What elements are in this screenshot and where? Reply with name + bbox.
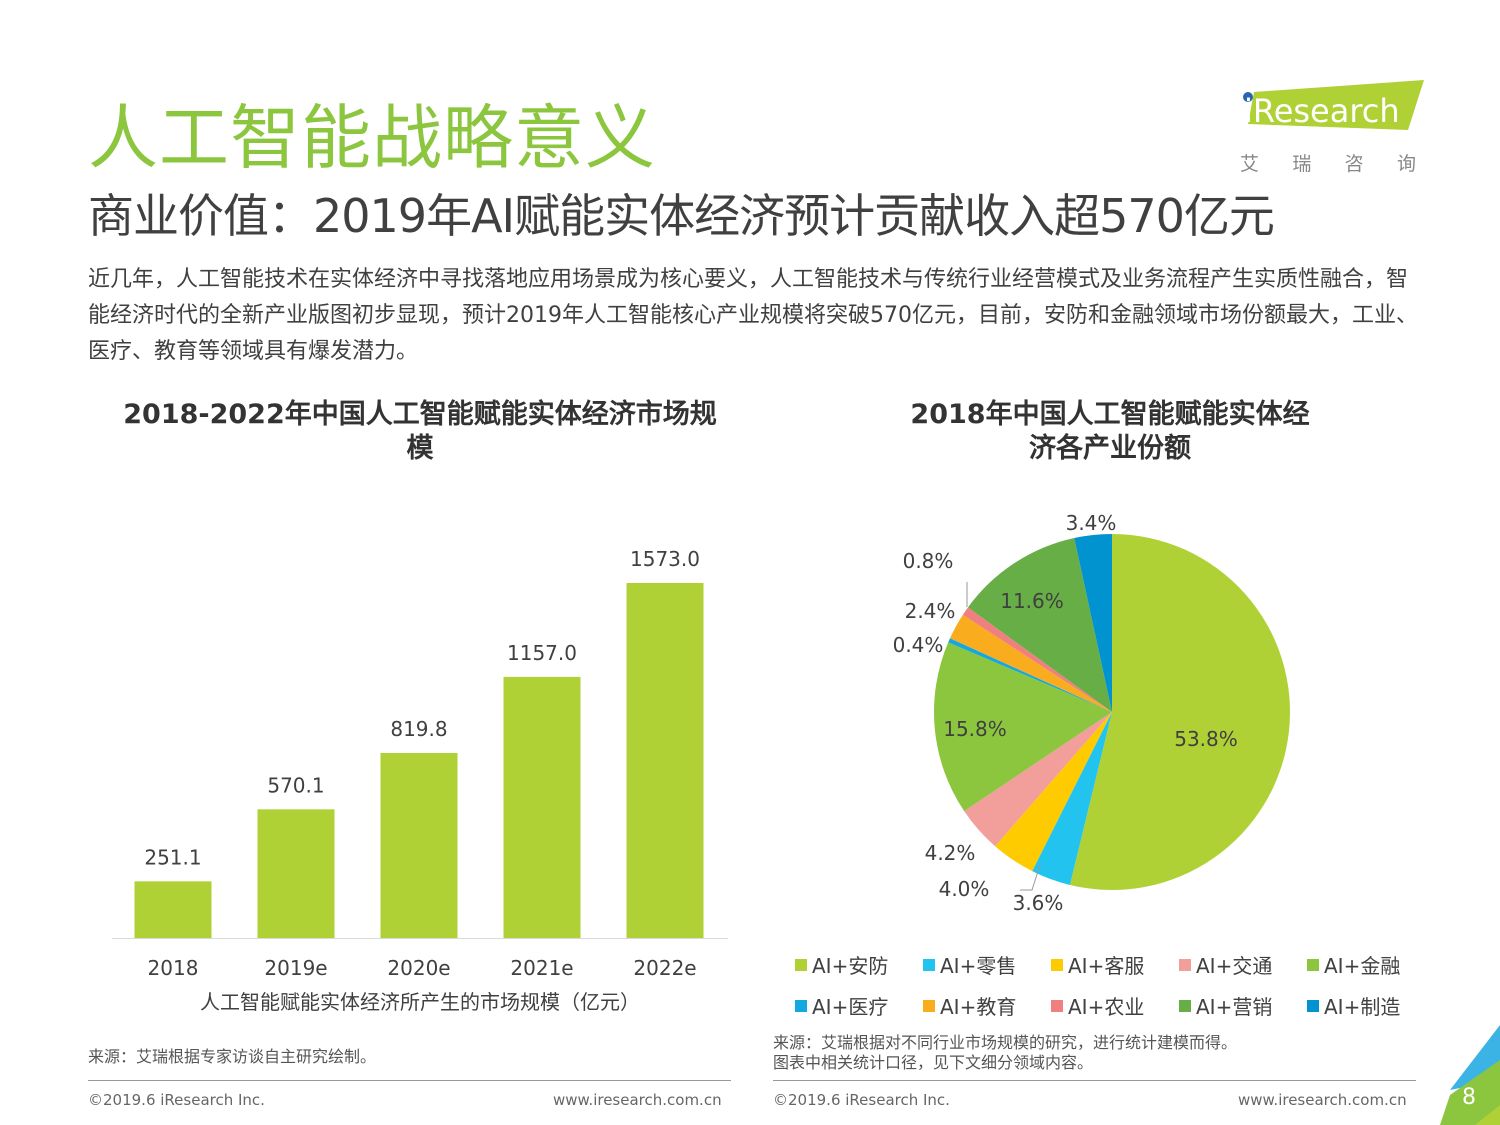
pie-slice-AI+客服 [995,712,1112,872]
footer-divider [88,1080,731,1081]
bar-source: 来源：艾瑞根据专家访谈自主研究绘制。 [88,1047,377,1066]
pie-data-label: 53.8% [1174,727,1238,751]
pie-data-label: 15.8% [943,717,1007,741]
pie-slice-AI+营销 [967,538,1112,712]
legend-item: AI+教育 [923,991,1051,1020]
logo-banner: iResearch [1243,80,1424,130]
bar-2019e [257,809,335,938]
bar-chart-title: 2018-2022年中国人工智能赋能实体经济市场规模 [123,399,717,464]
pie-data-label: 2.4% [905,599,956,623]
legend-label: AI+营销 [1196,995,1273,1019]
legend-label: AI+教育 [940,995,1017,1019]
bar-2022e [626,583,704,938]
pie-data-label: 3.6% [1013,891,1064,915]
page-title: 人工智能战略意义 [88,97,656,179]
legend-item: AI+制造 [1307,991,1435,1020]
bar-chart: 251.1 2018 570.1 2019e 819.8 2020e 1157.0 2021e… [112,547,728,980]
legend-swatch [1307,999,1319,1012]
x-tick-label: 2018 [148,956,199,980]
footer-divider [773,1080,1416,1081]
logo-char: 瑞 [1292,153,1312,175]
logo-char: 询 [1396,153,1416,175]
legend-item: AI+客服 [1051,950,1179,979]
legend-item: AI+营销 [1179,991,1307,1020]
x-tick-label: 2019e [264,956,327,980]
pie-source: 来源：艾瑞根据对不同行业市场规模的研究，进行统计建模而得。 图表中相关统计口径，… [773,1033,1237,1073]
pie-source-line: 图表中相关统计口径，见下文细分领域内容。 [773,1053,1094,1072]
pie-legend: AI+安防 AI+零售 AI+客服 AI+交通 AI+金融 AI+医疗 AI+教育 AI+农业… [795,950,1435,1020]
legend-item: AI+安防 [795,950,923,979]
pie-slice-AI+金融 [934,642,1112,812]
legend-swatch [1179,999,1191,1012]
bar-2018 [134,881,212,938]
pie-data-label: 3.4% [1066,511,1117,535]
pie-data-label: 4.2% [925,841,976,865]
bar-value-label: 1573.0 [630,547,700,571]
legend-swatch [795,958,807,971]
pie-data-label: 0.4% [893,633,944,657]
legend-swatch [1179,958,1191,971]
legend-item: AI+金融 [1307,950,1435,979]
logo-text: iResearch [1244,92,1400,130]
x-tick-label: 2022e [633,956,696,980]
x-tick-label: 2021e [510,956,573,980]
legend-label: AI+农业 [1068,995,1145,1019]
pie-data-label: 4.0% [939,877,990,901]
logo-cn: 艾 瑞 咨 询 [1240,149,1416,176]
legend-item: AI+医疗 [795,991,923,1020]
legend-label: AI+制造 [1324,995,1401,1019]
pie-chart-title: 2018年中国人工智能赋能实体经济各产业份额 [910,399,1310,464]
footer-url: www.iresearch.com.cn [1238,1091,1407,1109]
pie-slice-AI+教育 [950,614,1112,712]
pie-slice-AI+制造 [1074,534,1112,712]
pie-data-label: 11.6% [1000,589,1064,613]
logo-char: 咨 [1344,153,1364,175]
pie-slice-AI+安防 [1069,534,1291,890]
legend-label: AI+零售 [940,954,1017,978]
legend-label: AI+医疗 [812,995,889,1019]
page-number: 8 [1462,1085,1476,1110]
pie-slice-AI+零售 [1032,712,1112,885]
x-tick-label: 2020e [387,956,450,980]
intro-paragraph: 近几年，人工智能技术在实体经济中寻找落地应用场景成为核心要义，人工智能技术与传统… [88,267,1418,364]
legend-label: AI+安防 [812,954,889,978]
bar-2021e [503,676,581,938]
pie-slice-AI+交通 [964,712,1112,847]
bar-xlabel: 人工智能赋能实体经济所产生的市场规模（亿元） [200,990,640,1014]
pie-slice-AI+农业 [962,607,1112,712]
footer-copyright: ©2019.6 iResearch Inc. [773,1091,950,1109]
legend-swatch [1307,958,1319,971]
iresearch-logo: iResearch 艾 瑞 咨 询 [1240,80,1430,175]
legend-swatch [795,999,807,1012]
pie-data-label: 0.8% [903,549,954,573]
footer-copyright: ©2019.6 iResearch Inc. [88,1091,265,1109]
logo-char: 艾 [1240,153,1260,175]
bar-value-label: 251.1 [144,845,201,869]
bar-2020e [380,752,458,938]
legend-label: AI+交通 [1196,954,1273,978]
legend-swatch [1051,999,1063,1012]
legend-label: AI+金融 [1324,954,1401,978]
legend-swatch [923,999,935,1012]
legend-swatch [923,958,935,971]
legend-item: AI+交通 [1179,950,1307,979]
legend-swatch [1051,958,1063,971]
pie-chart: 53.8% 3.6% 4.0% 4.2% 15.8% 0.4% 2.4% 0.8% 11.6% 3… [893,511,1291,915]
pie-source-line: 来源：艾瑞根据对不同行业市场规模的研究，进行统计建模而得。 [773,1033,1238,1052]
bar-value-label: 819.8 [390,717,447,741]
pie-slice-AI+医疗 [948,638,1112,712]
legend-item: AI+农业 [1051,991,1179,1020]
legend-item: AI+零售 [923,950,1051,979]
legend-label: AI+客服 [1068,954,1145,978]
footer-url: www.iresearch.com.cn [553,1091,722,1109]
bar-value-label: 1157.0 [507,641,577,665]
leader-line [1020,864,1041,891]
corner-decoration [1440,1025,1500,1125]
bar-value-label: 570.1 [267,773,324,797]
page-subtitle: 商业价值：2019年AI赋能实体经济预计贡献收入超570亿元 [88,189,1275,243]
